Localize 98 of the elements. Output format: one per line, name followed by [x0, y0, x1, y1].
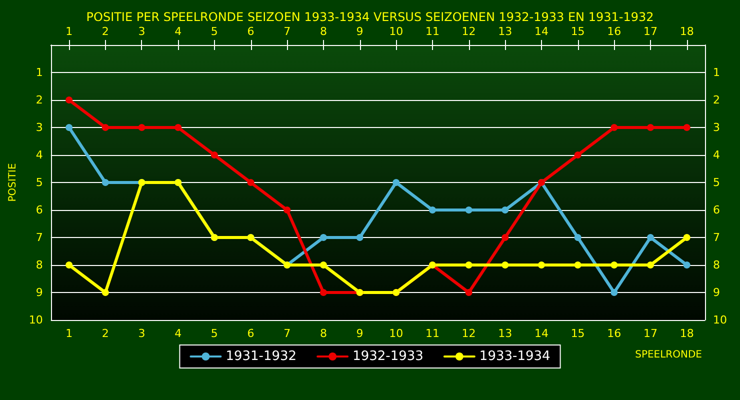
chart-title: POSITIE PER SPEELRONDE SEIZOEN 1933-1934 VERSUS SEIZOENEN 1932-1933 EN 1931-1932	[86, 10, 654, 24]
point	[574, 234, 582, 241]
point	[610, 289, 618, 296]
x2-tick-label: 12	[462, 25, 476, 38]
x-tick-label: 6	[247, 327, 254, 340]
x-tick-label: 1	[66, 327, 73, 340]
point	[210, 152, 218, 158]
point	[102, 179, 109, 186]
x2-tick-label: 18	[680, 25, 694, 38]
x2-tick-label: 1	[66, 25, 73, 38]
x2-tick-label: 15	[570, 25, 585, 38]
x2-tick-label: 9	[356, 25, 364, 38]
y2-tick-label: 4	[713, 148, 720, 162]
point	[502, 206, 509, 214]
y2-tick-label: 3	[713, 121, 720, 134]
x-tick-label: 11	[425, 327, 440, 340]
y2-tick-label: 8	[713, 258, 720, 272]
x-axis-title: SPEELRONDE	[635, 350, 702, 360]
point	[683, 124, 690, 131]
point	[392, 179, 400, 186]
y-tick-label: 4	[36, 148, 43, 162]
x-tick-label: 3	[138, 327, 146, 340]
y-tick-label: 7	[36, 231, 43, 244]
y-axis-title: POSITIE	[8, 163, 18, 202]
point	[356, 234, 364, 241]
point	[683, 262, 690, 268]
point	[647, 124, 654, 131]
x2-tick-label: 8	[320, 25, 327, 38]
x2-tick-label: 14	[534, 25, 548, 38]
x-tick-label: 7	[284, 327, 291, 340]
point	[320, 289, 327, 296]
x-tick-label: 15	[570, 327, 585, 340]
x-tick-label: 13	[498, 327, 512, 340]
y-tick-label: 6	[36, 204, 43, 216]
point	[502, 262, 509, 268]
y2-tick-label: 2	[713, 94, 720, 106]
x2-tick-label: 10	[389, 25, 404, 38]
y2-tick-label: 9	[713, 286, 720, 299]
y-tick-label: 2	[36, 94, 43, 106]
x2-tick-label: 5	[210, 25, 218, 38]
x2-tick-label: 11	[425, 25, 440, 38]
y-tick-label: 3	[36, 121, 43, 134]
point	[66, 262, 73, 268]
x-tick-label: 12	[462, 327, 476, 340]
y2-tick-label: 6	[713, 204, 720, 216]
point	[683, 234, 690, 241]
y2-tick-label: 7	[713, 231, 720, 244]
x-tick-label: 4	[174, 327, 182, 340]
x-tick-label: 2	[102, 327, 109, 340]
x2-tick-label: 17	[643, 25, 658, 38]
point	[610, 262, 618, 268]
point	[574, 262, 582, 268]
point	[66, 96, 73, 104]
x2-tick-label: 4	[174, 25, 182, 38]
point	[647, 262, 654, 268]
x2-tick-label: 16	[607, 25, 622, 38]
point	[247, 179, 254, 186]
x-tick-label: 16	[607, 327, 622, 340]
point	[465, 206, 472, 214]
point	[102, 124, 109, 131]
x-tick-label: 9	[356, 327, 364, 340]
y-tick-label: 9	[36, 286, 43, 299]
point	[574, 152, 582, 158]
x-tick-label: 18	[680, 327, 694, 340]
x-tick-label: 17	[643, 327, 658, 340]
y2-tick-label: 5	[713, 176, 720, 189]
point	[465, 289, 472, 296]
x-tick-label: 14	[534, 327, 548, 340]
point	[610, 124, 618, 131]
point	[502, 234, 509, 241]
y-tick-label: 8	[36, 258, 43, 272]
point	[320, 262, 327, 268]
y-tick-label: 5	[36, 176, 43, 189]
point	[138, 124, 146, 131]
point	[174, 124, 182, 131]
point	[320, 234, 327, 241]
legend-label: 1931-1932	[226, 349, 297, 364]
point	[538, 262, 545, 268]
x2-tick-label: 6	[247, 25, 254, 38]
point	[465, 262, 472, 268]
x-tick-label: 5	[210, 327, 218, 340]
y-tick-label: 10	[28, 314, 43, 326]
x2-tick-label: 2	[102, 25, 109, 38]
point	[102, 289, 109, 296]
legend-label: 1933-1934	[479, 349, 550, 364]
x2-tick-label: 13	[498, 25, 512, 38]
x-tick-label: 10	[389, 327, 404, 340]
point	[284, 206, 291, 214]
y-tick-label: 1	[36, 66, 43, 79]
point	[428, 206, 436, 214]
y2-tick-label: 1	[713, 66, 720, 79]
legend-label: 1932-1933	[352, 349, 424, 364]
point	[66, 124, 73, 131]
x2-tick-label: 3	[138, 25, 146, 38]
point	[647, 234, 654, 241]
y2-tick-label: 10	[713, 314, 727, 326]
x-tick-label: 8	[320, 327, 327, 340]
x2-tick-label: 7	[284, 25, 291, 38]
